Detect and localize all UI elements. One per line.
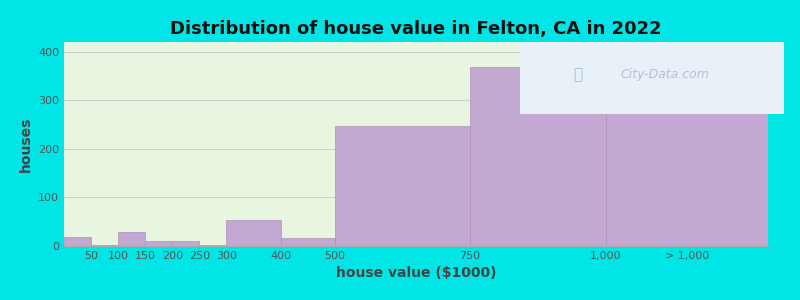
Bar — [470, 67, 606, 246]
Bar — [118, 232, 146, 246]
Bar — [172, 241, 199, 246]
X-axis label: house value ($1000): house value ($1000) — [336, 266, 496, 280]
Bar — [226, 220, 281, 246]
Text: City-Data.com: City-Data.com — [621, 68, 710, 81]
Bar — [334, 125, 470, 246]
Title: Distribution of house value in Felton, CA in 2022: Distribution of house value in Felton, C… — [170, 20, 662, 38]
Bar — [146, 241, 172, 246]
Y-axis label: houses: houses — [18, 116, 33, 172]
Text: ⧗: ⧗ — [574, 67, 582, 82]
Bar — [281, 238, 334, 246]
Bar — [64, 237, 91, 246]
Bar — [91, 244, 118, 246]
Bar — [199, 245, 226, 246]
Bar — [606, 104, 768, 246]
